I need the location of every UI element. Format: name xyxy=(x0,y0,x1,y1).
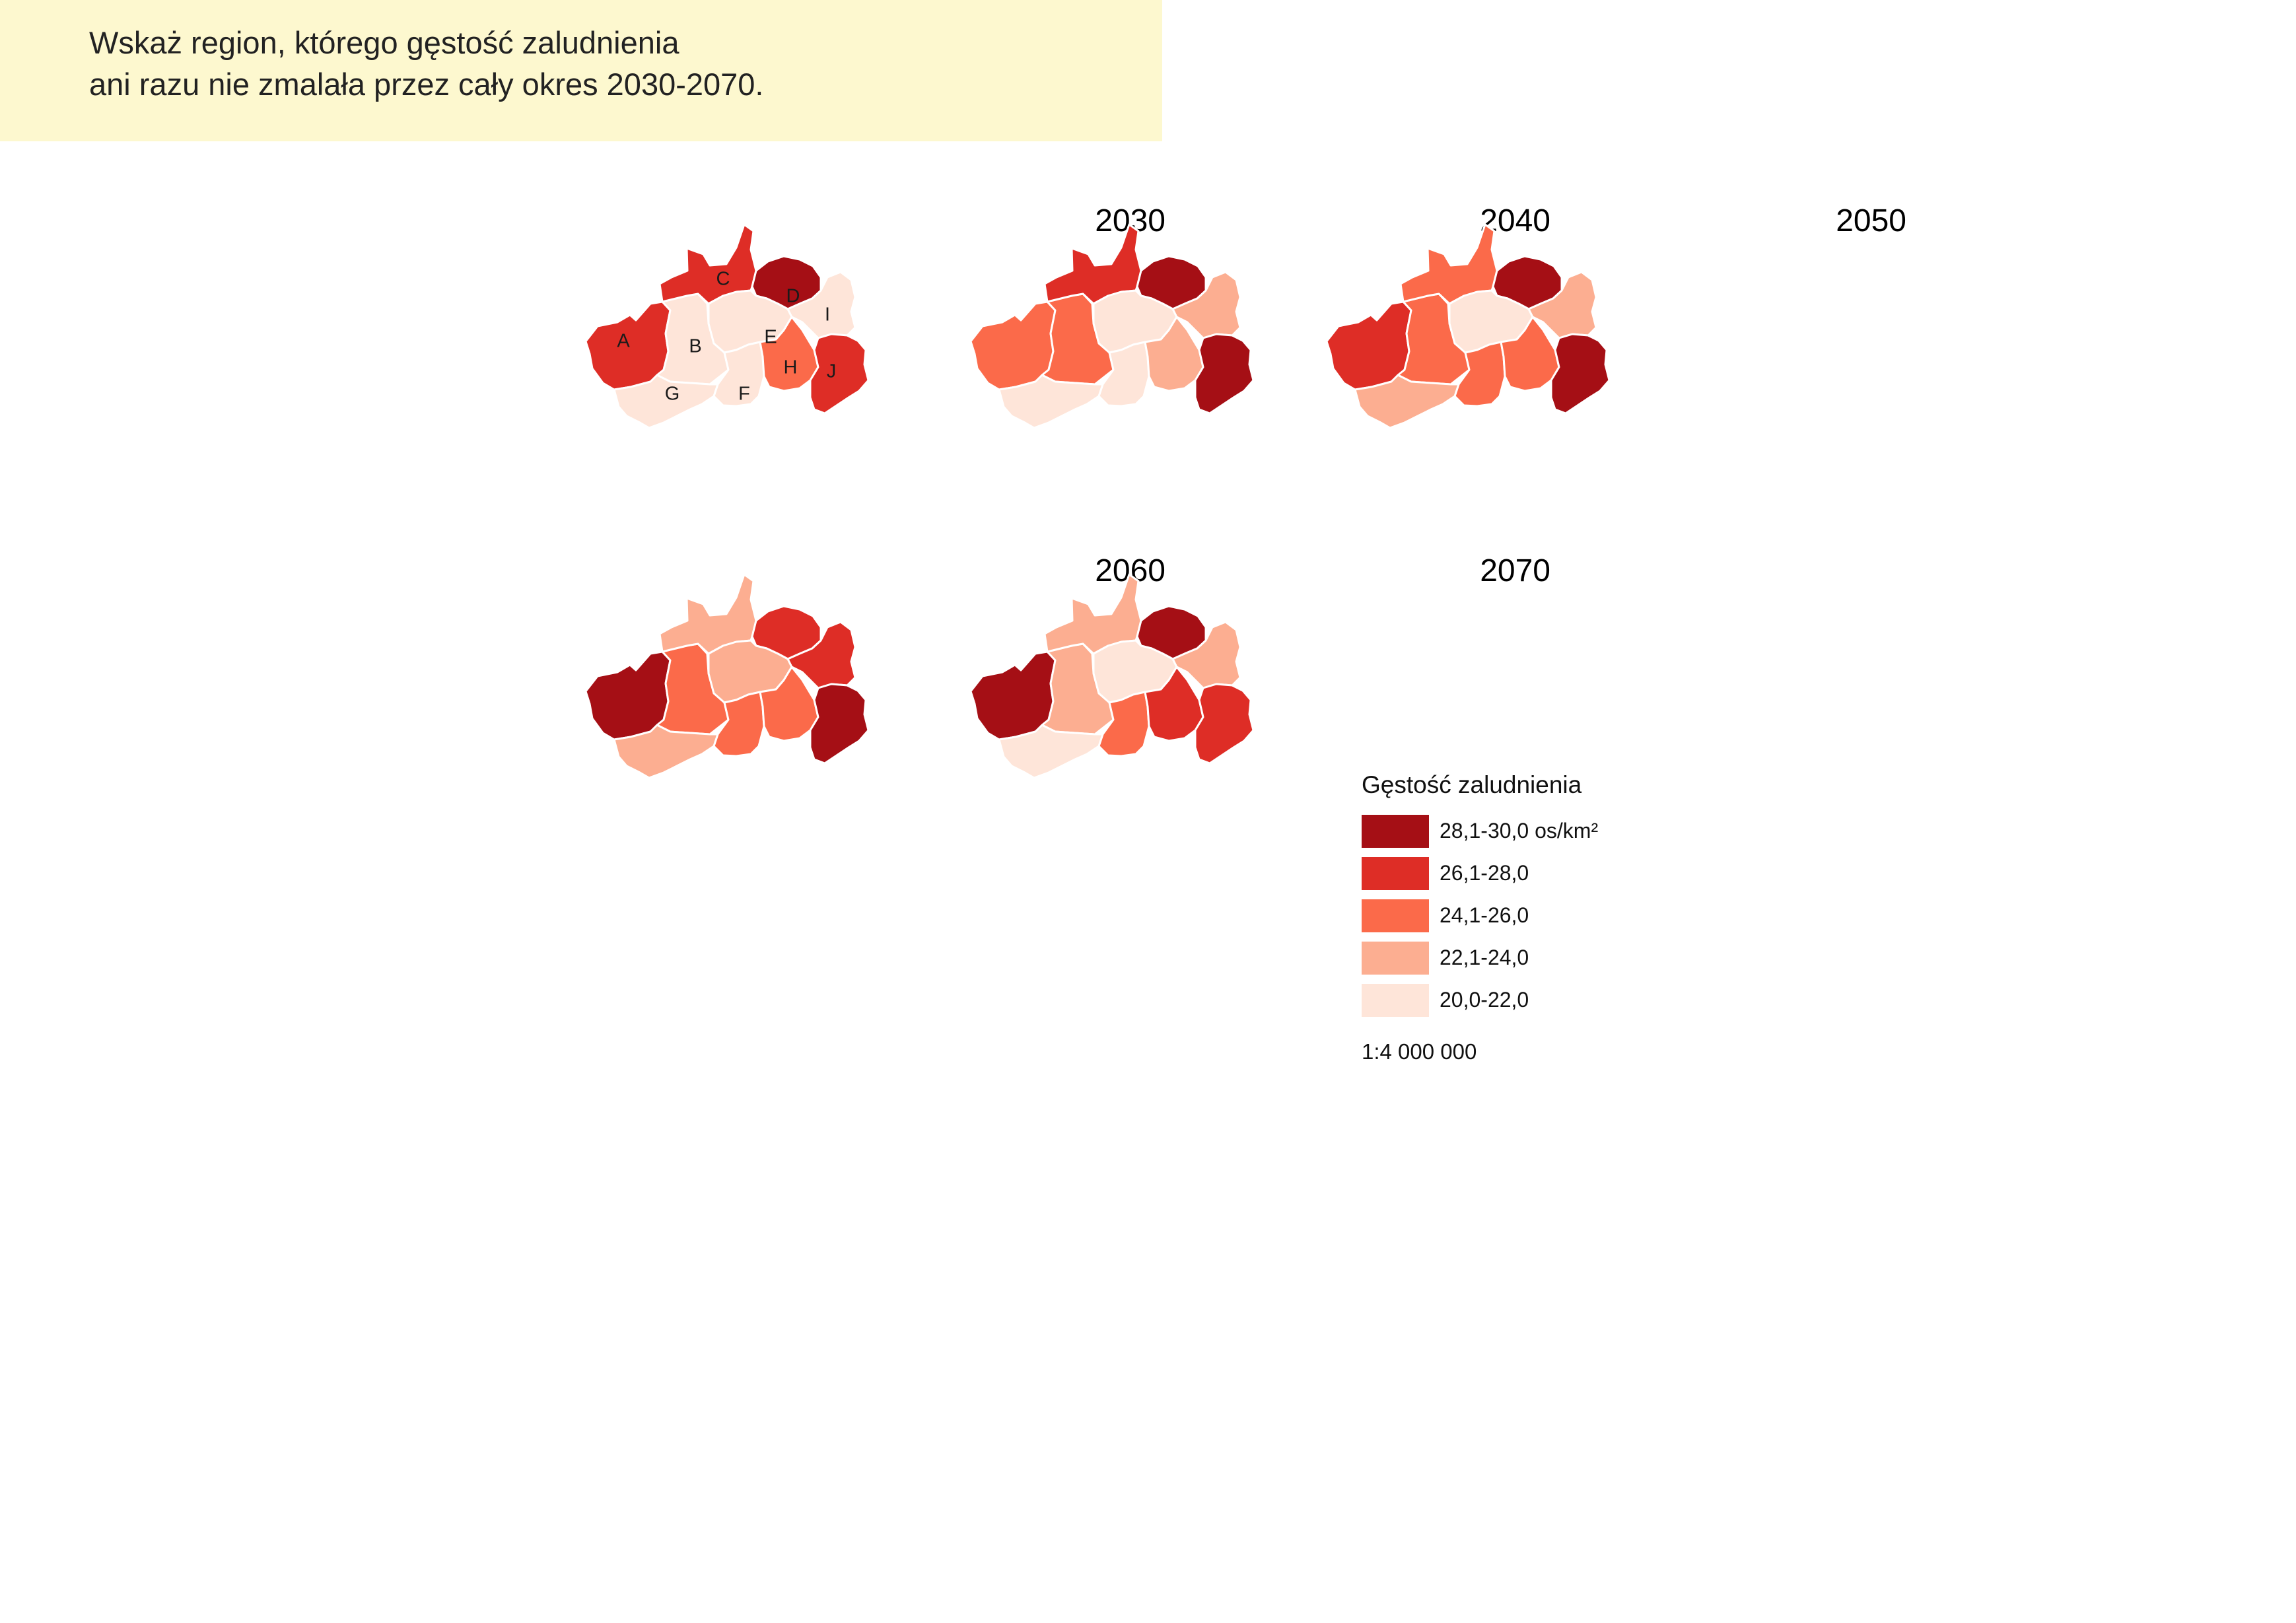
region-label-a: A xyxy=(617,331,630,352)
legend-label: 26,1-28,0 xyxy=(1440,861,1529,885)
region-j-2040 xyxy=(1194,333,1255,415)
region-g-2050 xyxy=(1354,374,1460,429)
region-label-e: E xyxy=(764,327,777,348)
legend-label: 24,1-26,0 xyxy=(1440,903,1529,927)
region-i-2050 xyxy=(1527,271,1597,339)
region-label-c: C xyxy=(716,269,730,290)
region-j-2030 xyxy=(809,333,870,415)
region-label-j: J xyxy=(827,361,837,382)
year-label-2050: 2050 xyxy=(1836,203,1906,238)
question-line-1: Wskaż region, którego gęstość zaludnieni… xyxy=(89,25,679,60)
legend-swatch xyxy=(1362,942,1429,975)
region-g-2070 xyxy=(998,724,1104,779)
region-i-2060 xyxy=(786,621,856,689)
region-i-2030 xyxy=(786,271,856,339)
map-scale: 1:4 000 000 xyxy=(1362,1039,1477,1064)
region-g-2040 xyxy=(998,374,1104,429)
year-label-2070: 2070 xyxy=(1480,553,1550,588)
region-j-2070 xyxy=(1194,683,1255,765)
question-line-2: ani razu nie zmalała przez cały okres 20… xyxy=(89,67,764,102)
region-label-g: G xyxy=(665,384,680,405)
legend-label: 22,1-24,0 xyxy=(1440,946,1529,969)
region-label-d: D xyxy=(786,286,800,307)
legend-swatch xyxy=(1362,899,1429,932)
region-label-h: H xyxy=(784,357,798,378)
legend-label: 20,0-22,0 xyxy=(1440,988,1529,1012)
region-g-2060 xyxy=(613,724,719,779)
map-2050: 2050 xyxy=(1325,203,1906,429)
region-j-2060 xyxy=(809,683,870,765)
region-label-b: B xyxy=(689,336,701,357)
question-box: Wskaż region, którego gęstość zaludnieni… xyxy=(0,0,1162,141)
map-2070: 2070 xyxy=(969,553,1550,779)
legend-swatch xyxy=(1362,815,1429,848)
region-label-f: F xyxy=(738,384,750,405)
region-j-2050 xyxy=(1550,333,1611,415)
region-i-2070 xyxy=(1171,621,1241,689)
region-i-2040 xyxy=(1171,271,1241,339)
region-label-i: I xyxy=(825,304,830,326)
region-g-2030 xyxy=(613,374,719,429)
legend-title: Gęstość zaludnienia xyxy=(1362,771,1582,798)
legend-swatch xyxy=(1362,857,1429,890)
legend-swatch xyxy=(1362,984,1429,1017)
legend-label: 28,1-30,0 os/km² xyxy=(1440,819,1599,843)
map-2060: 2060 xyxy=(584,553,1165,779)
